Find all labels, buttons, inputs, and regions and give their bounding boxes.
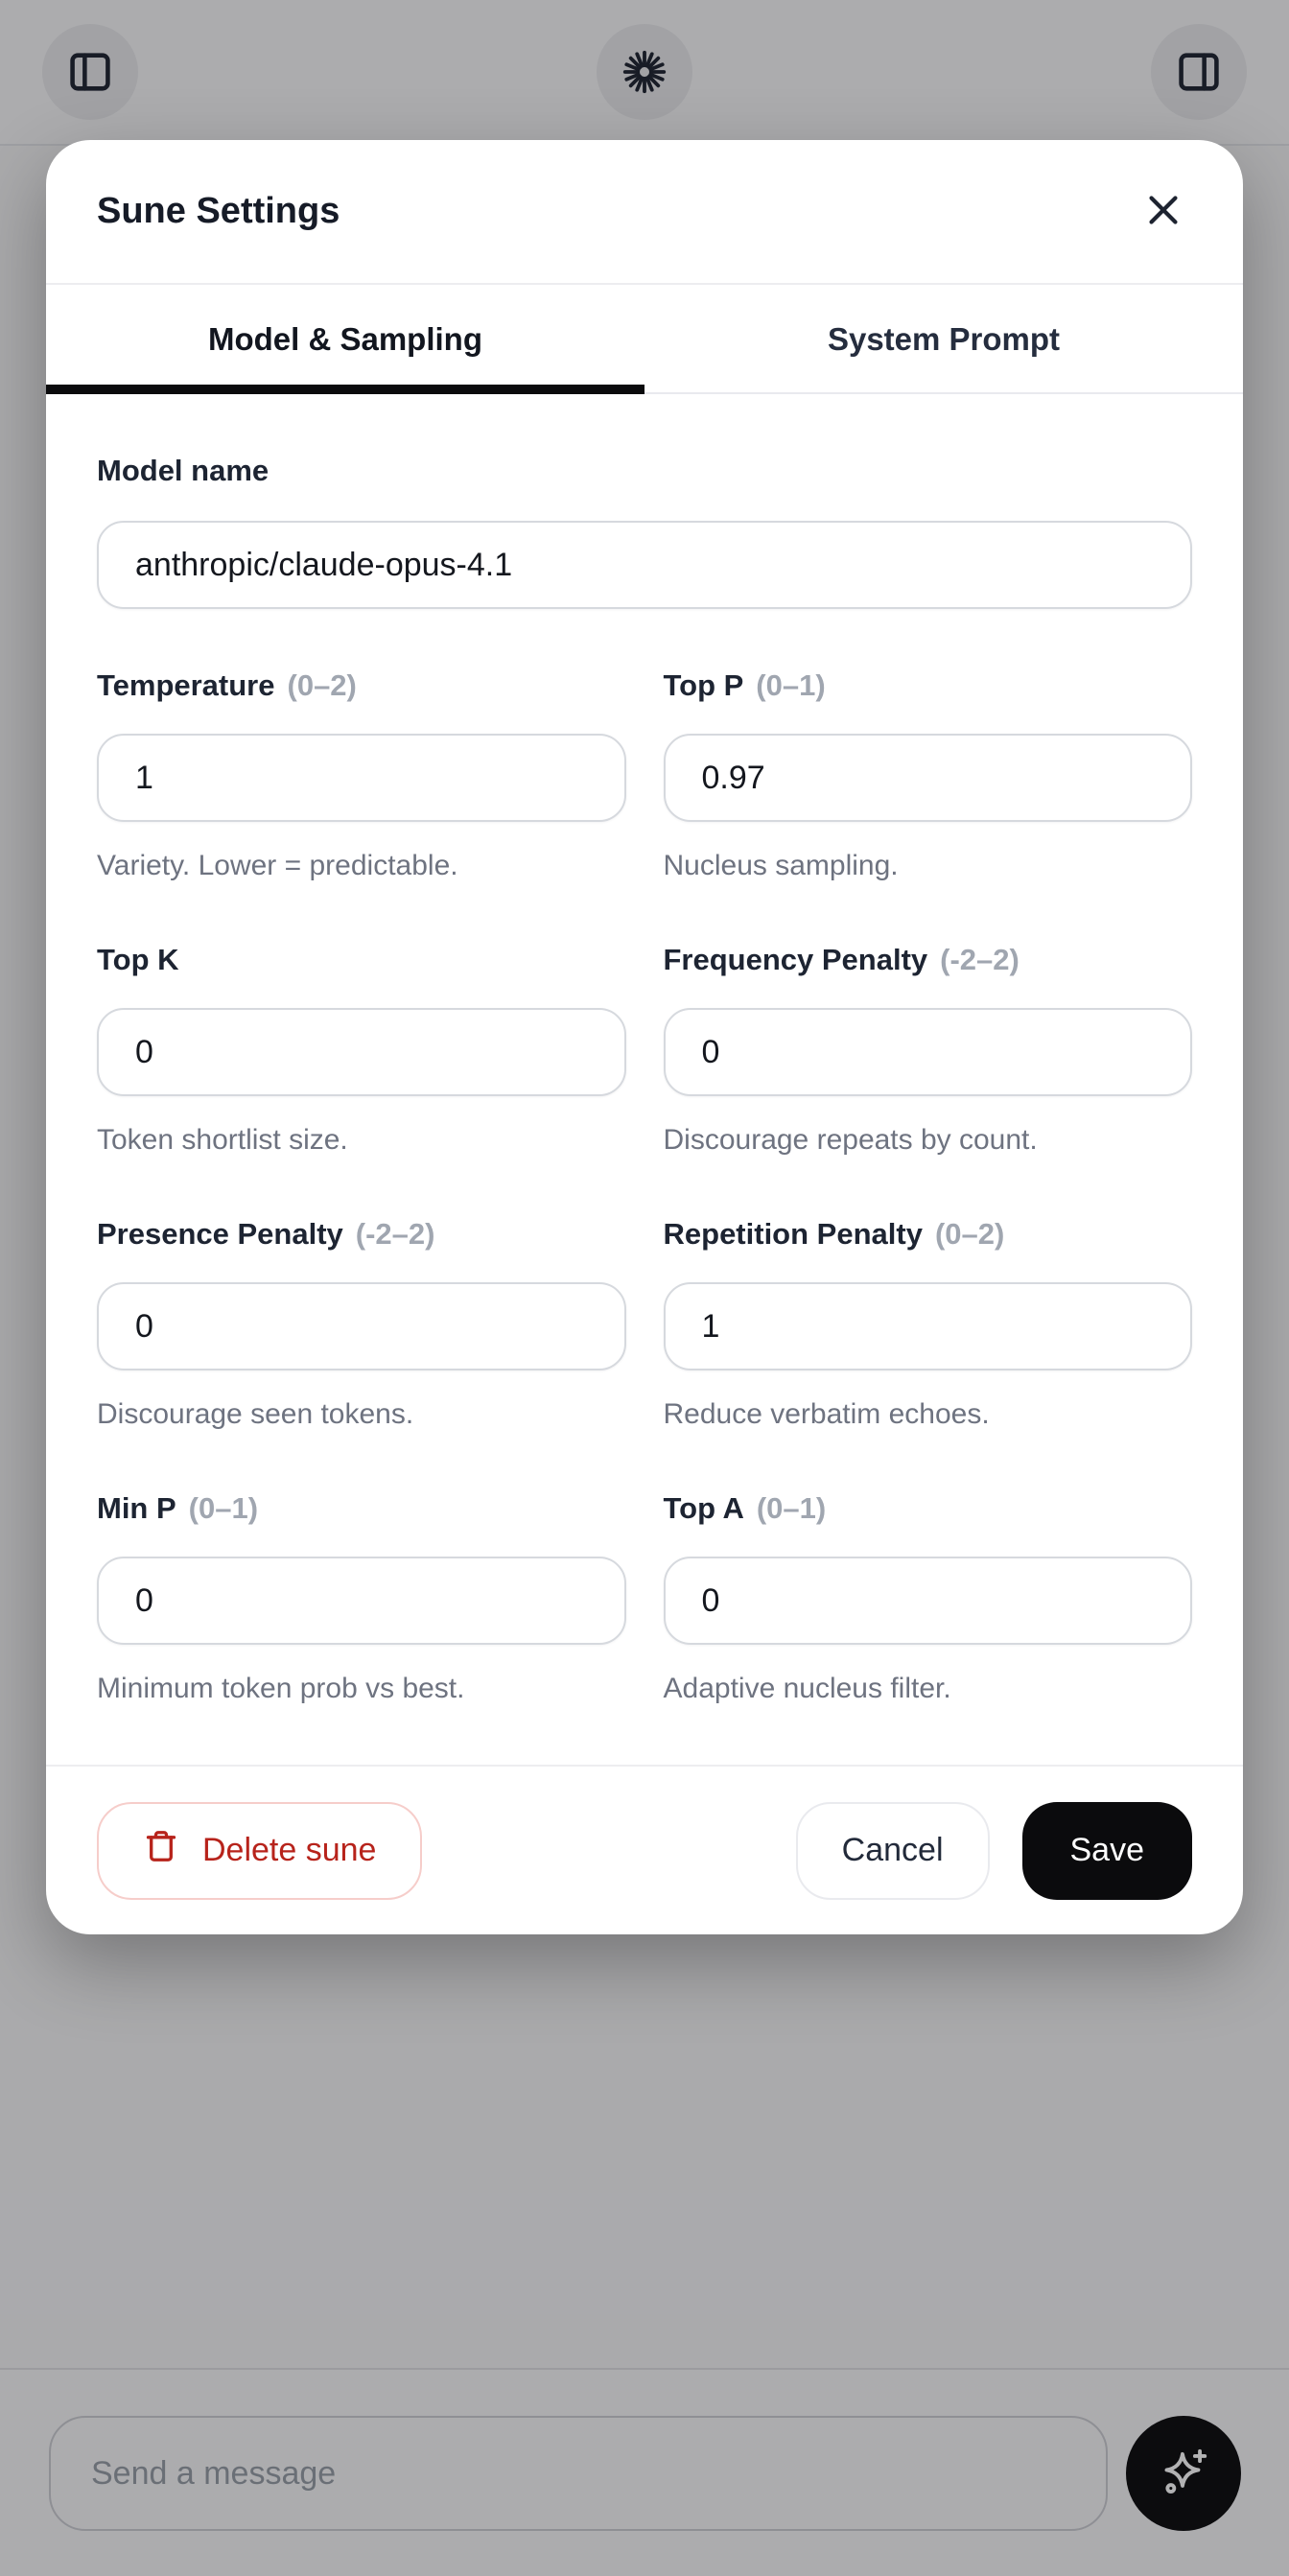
top-p-label: Top P [663, 668, 744, 702]
close-button[interactable] [1135, 183, 1192, 241]
send-button[interactable] [1126, 2416, 1241, 2531]
temperature-hint: Variety. Lower = predictable. [97, 850, 458, 881]
top-a-label: Top A [663, 1491, 744, 1525]
delete-sune-label: Delete sune [202, 1832, 377, 1868]
top-p-range: (0–1) [756, 668, 826, 702]
top-a-range: (0–1) [756, 1491, 827, 1525]
delete-sune-button[interactable]: Delete sune [97, 1801, 423, 1900]
temperature-label: Temperature [97, 668, 275, 702]
top-a-field: Top A (0–1) Adaptive nucleus filter. [663, 1487, 1192, 1708]
tabs-divider [46, 392, 1243, 394]
trash-icon [143, 1828, 179, 1873]
repetition-penalty-label: Repetition Penalty [663, 1217, 923, 1251]
model-name-label: Model name [97, 454, 270, 487]
cancel-button[interactable]: Cancel [795, 1801, 990, 1900]
tab-model-sampling[interactable]: Model & Sampling [46, 285, 644, 394]
presence-penalty-label: Presence Penalty [97, 1217, 343, 1251]
right-panel-toggle-button[interactable] [1151, 24, 1247, 120]
repetition-penalty-input[interactable] [663, 1282, 1192, 1370]
temperature-input[interactable] [97, 734, 626, 822]
repetition-penalty-hint: Reduce verbatim echoes. [663, 1398, 990, 1430]
composer-bar [0, 2368, 1289, 2576]
starburst-icon [619, 46, 670, 98]
top-k-field: Top K Token shortlist size. [97, 939, 626, 1159]
dialog-header: Sune Settings [46, 140, 1243, 285]
temperature-range: (0–2) [287, 668, 357, 702]
dialog-tabs: Model & Sampling System Prompt [46, 285, 1243, 394]
presence-penalty-range: (-2–2) [355, 1217, 435, 1251]
presence-penalty-input[interactable] [97, 1282, 626, 1370]
dialog-title: Sune Settings [97, 191, 340, 231]
top-a-input[interactable] [663, 1557, 1192, 1645]
presence-penalty-field: Presence Penalty (-2–2) Discourage seen … [97, 1213, 626, 1434]
message-input[interactable] [49, 2416, 1108, 2531]
repetition-penalty-field: Repetition Penalty (0–2) Reduce verbatim… [663, 1213, 1192, 1434]
min-p-label: Min P [97, 1491, 176, 1525]
frequency-penalty-input[interactable] [663, 1008, 1192, 1096]
min-p-hint: Minimum token prob vs best. [97, 1673, 465, 1704]
frequency-penalty-hint: Discourage repeats by count. [663, 1124, 1038, 1156]
sparkle-plus-icon [1154, 2443, 1213, 2505]
min-p-field: Min P (0–1) Minimum token prob vs best. [97, 1487, 626, 1708]
dialog-body: Model name Temperature (0–2) Variety. Lo… [46, 394, 1243, 1765]
sidebar-toggle-button[interactable] [42, 24, 138, 120]
save-button[interactable]: Save [1021, 1801, 1192, 1900]
sampling-grid: Temperature (0–2) Variety. Lower = predi… [97, 665, 1192, 1708]
presence-penalty-hint: Discourage seen tokens. [97, 1398, 414, 1430]
app-logo-button[interactable] [597, 24, 692, 120]
min-p-range: (0–1) [188, 1491, 259, 1525]
top-k-hint: Token shortlist size. [97, 1124, 348, 1156]
frequency-penalty-range: (-2–2) [940, 943, 1019, 976]
close-icon [1141, 188, 1185, 235]
temperature-field: Temperature (0–2) Variety. Lower = predi… [97, 665, 626, 885]
frequency-penalty-field: Frequency Penalty (-2–2) Discourage repe… [663, 939, 1192, 1159]
panel-left-icon [65, 47, 115, 97]
top-k-input[interactable] [97, 1008, 626, 1096]
repetition-penalty-range: (0–2) [934, 1217, 1005, 1251]
model-name-input[interactable] [97, 521, 1192, 609]
active-tab-underline [46, 385, 644, 394]
panel-right-icon [1174, 47, 1224, 97]
frequency-penalty-label: Frequency Penalty [663, 943, 928, 976]
tab-system-prompt[interactable]: System Prompt [644, 285, 1243, 394]
top-p-field: Top P (0–1) Nucleus sampling. [663, 665, 1192, 885]
sune-settings-dialog: Sune Settings Model & Sampling System Pr… [46, 140, 1243, 1934]
min-p-input[interactable] [97, 1557, 626, 1645]
top-a-hint: Adaptive nucleus filter. [663, 1673, 951, 1704]
app-top-bar [0, 0, 1289, 146]
top-k-label: Top K [97, 943, 179, 976]
top-p-hint: Nucleus sampling. [663, 850, 899, 881]
dialog-footer: Delete sune Cancel Save [46, 1765, 1243, 1934]
top-p-input[interactable] [663, 734, 1192, 822]
